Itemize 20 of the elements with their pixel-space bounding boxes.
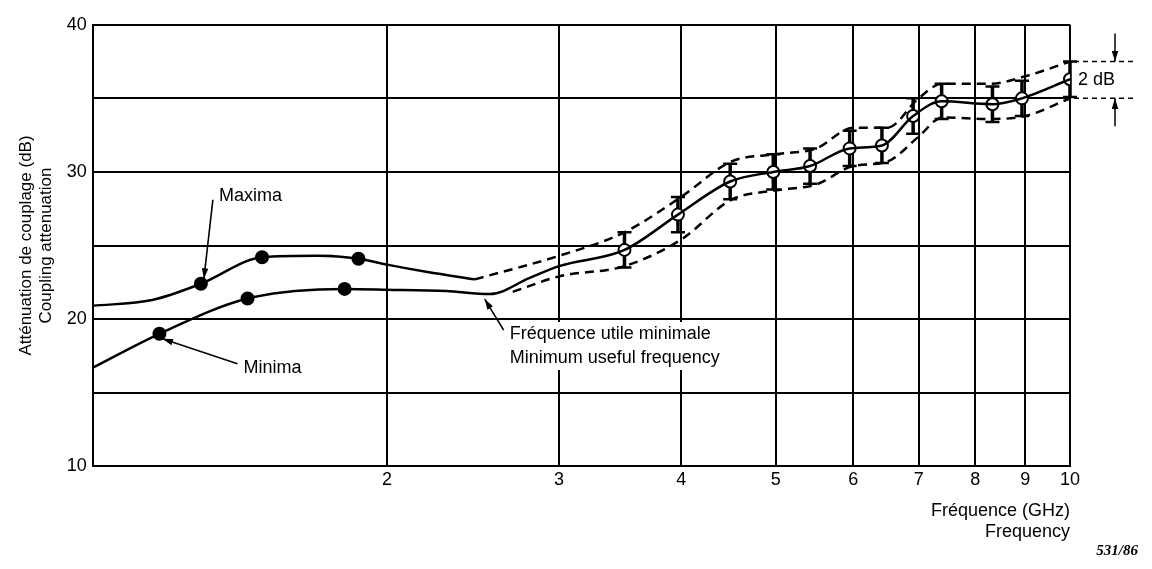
- x-tick-label: 10: [1059, 468, 1081, 489]
- annotation: Fréquence utile minimale Minimum useful frequency: [509, 323, 720, 368]
- y-tick-label: 20: [66, 308, 87, 329]
- x-tick-label: 6: [848, 468, 859, 489]
- text: 531/86: [1096, 541, 1139, 558]
- y-axis-title: Atténuation de couplage (dB) Coupling attenuation: [15, 135, 56, 356]
- text: 2 dB: [1078, 68, 1116, 89]
- x-tick-label: 7: [913, 468, 924, 489]
- x-tick-label: 2: [381, 468, 392, 489]
- y-tick-label: 30: [66, 160, 87, 181]
- x-tick-label: 8: [970, 468, 981, 489]
- x-axis-title: Fréquence (GHz) Frequency: [930, 499, 1070, 542]
- annotation: Maxima: [218, 184, 283, 205]
- x-tick-label: 4: [676, 468, 687, 489]
- y-tick-label: 10: [66, 455, 87, 476]
- x-tick-label: 9: [1020, 468, 1031, 489]
- x-tick-label: 5: [770, 468, 781, 489]
- x-tick-label: 3: [554, 468, 565, 489]
- annotation: Minima: [243, 356, 303, 377]
- y-tick-label: 40: [66, 13, 87, 34]
